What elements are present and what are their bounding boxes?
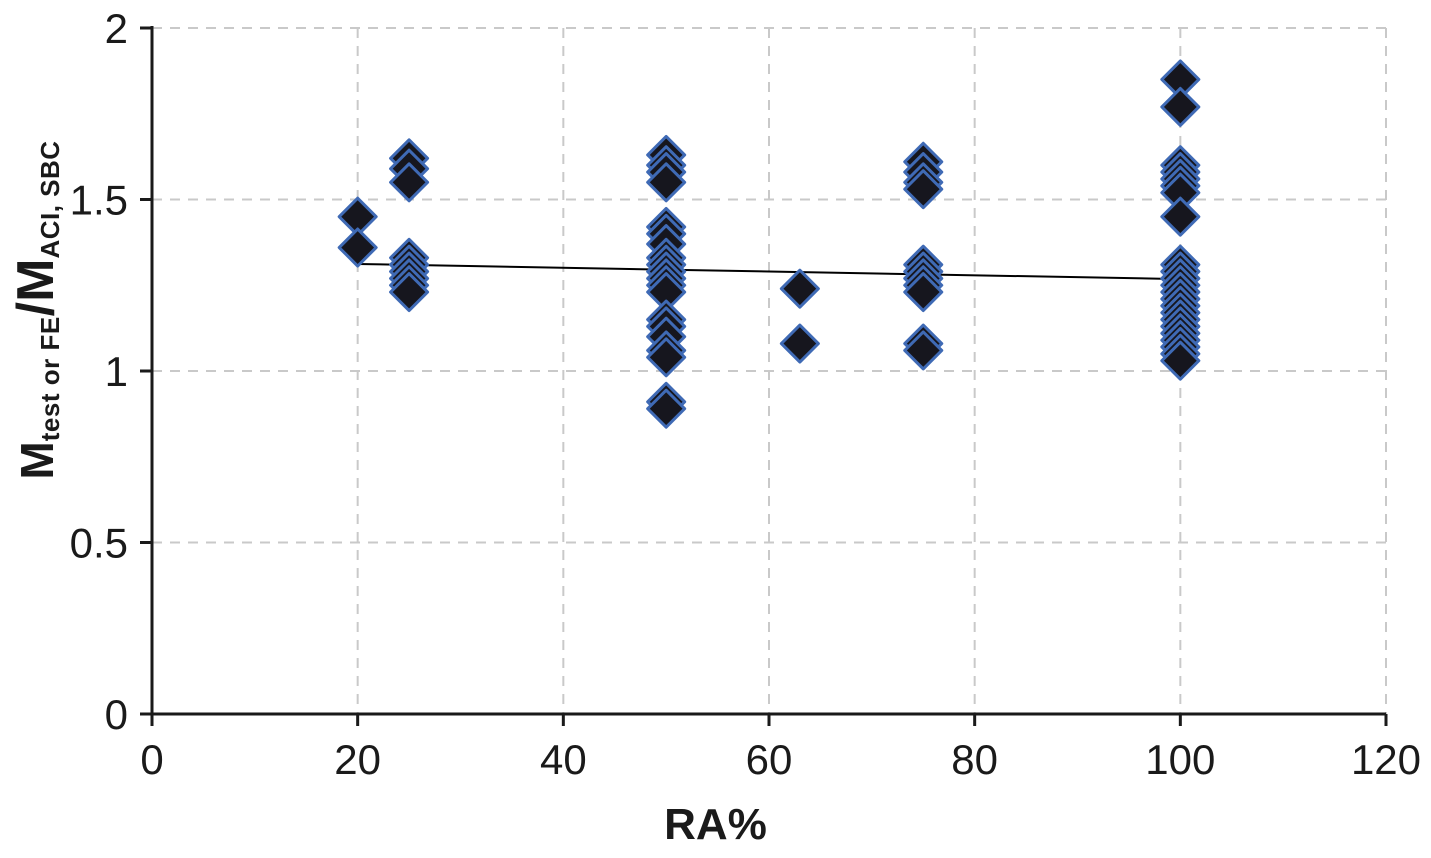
data-point — [779, 323, 820, 364]
x-tick-label: 0 — [140, 736, 163, 783]
data-point — [646, 162, 687, 203]
data-point — [903, 272, 944, 313]
data-point — [389, 162, 430, 203]
data-point — [779, 268, 820, 309]
data-point — [903, 169, 944, 210]
data-point — [337, 227, 378, 268]
y-axis-title-main2: /M — [7, 258, 65, 317]
y-tick-label: 0.5 — [70, 520, 128, 567]
y-tick-label: 0 — [105, 691, 128, 738]
data-point — [1160, 340, 1201, 381]
x-axis-title: RA% — [664, 800, 767, 849]
x-tick-label: 20 — [334, 736, 381, 783]
trend-line — [357, 262, 1181, 281]
y-tick-label: 1.5 — [70, 177, 128, 224]
data-point — [1160, 86, 1201, 127]
x-tick-label: 100 — [1145, 736, 1215, 783]
data-point — [1160, 196, 1201, 237]
y-axis-title-sub2: ACI, SBC — [35, 140, 65, 259]
y-tick-label: 1 — [105, 348, 128, 395]
data-point — [389, 272, 430, 313]
data-point — [646, 337, 687, 378]
data-point — [646, 388, 687, 429]
x-tick-label: 40 — [540, 736, 587, 783]
x-tick-label: 60 — [746, 736, 793, 783]
x-tick-label: 80 — [951, 736, 998, 783]
y-axis-title: Mtest or FE/MACI, SBC — [6, 140, 66, 479]
data-point — [903, 330, 944, 371]
y-tick-label: 2 — [105, 5, 128, 52]
y-axis-title-sub1: test or FE — [35, 316, 65, 442]
x-tick-label: 120 — [1351, 736, 1421, 783]
y-axis-title-main1: M — [11, 441, 63, 480]
